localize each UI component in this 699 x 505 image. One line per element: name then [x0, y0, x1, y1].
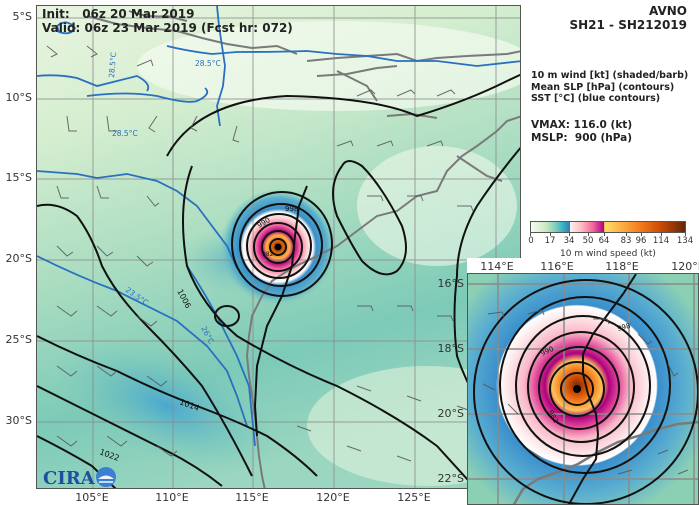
slp-label-982: 982	[262, 251, 274, 258]
storm-id: SH21 - SH212019	[569, 18, 687, 32]
inset-lat-label-20s: 20°S	[437, 407, 464, 420]
inset-lon-label-118e: 118°E	[605, 260, 639, 273]
colorbar-tickmark	[588, 233, 589, 236]
legend-wind: 10 m wind [kt] (shaded/barb)	[531, 70, 689, 81]
lon-label-110e: 110°E	[155, 491, 189, 504]
colorbar-tick-17: 17	[544, 236, 556, 246]
colorbar-tick-64: 64	[598, 236, 610, 246]
valid-time: Valid: 06z 23 Mar 2019 (Fcst hr: 072)	[42, 21, 293, 35]
inset-lat-label-16s: 16°S	[437, 277, 464, 290]
sst-label-28-5a: 28.5°C	[195, 59, 221, 68]
inset-lat-label-22s: 22°S	[437, 472, 464, 485]
colorbar-tickmark	[626, 233, 627, 236]
lon-label-120e: 120°E	[316, 491, 350, 504]
colorbar-tick-0: 0	[528, 236, 534, 246]
inset-lon-label-120e: 120°E	[671, 260, 699, 273]
inset-zoom-map[interactable]: 998 990 982	[467, 273, 699, 505]
sst-label-28-5b: 28.5°C	[107, 52, 118, 78]
colorbar-tickmark	[685, 233, 686, 236]
colorbar-tickmark	[569, 233, 570, 236]
lat-label-20s: 20°S	[5, 252, 32, 265]
colorbar-tickmark	[530, 233, 531, 236]
field-legend: 10 m wind [kt] (shaded/barb) Mean SLP [h…	[531, 70, 688, 105]
model-header: AVNO SH21 - SH212019	[569, 4, 687, 32]
wind-speed-colorbar	[530, 221, 686, 233]
init-time: Init: 06z 20 Mar 2019	[42, 7, 195, 21]
slp-label-998: 998	[285, 205, 298, 213]
lon-label-105e: 105°E	[75, 491, 109, 504]
inset-label-strip	[467, 258, 699, 273]
colorbar-tick-134: 134	[676, 236, 694, 246]
colorbar-tick-114: 114	[652, 236, 670, 246]
inset-lon-label-116e: 116°E	[540, 260, 574, 273]
inset-slp-label-998: 998	[616, 322, 631, 333]
colorbar-tickmark	[604, 233, 605, 236]
model-name: AVNO	[648, 4, 687, 18]
sst-label-28-5c: 28.5°C	[112, 129, 138, 138]
inset-map-canvas: 998 990 982	[468, 274, 698, 504]
lon-label-115e: 115°E	[235, 491, 269, 504]
storm-stats: VMAX: 116.0 (kt) MSLP: 900 (hPa)	[531, 119, 632, 145]
mslp-value: MSLP: 900 (hPa)	[531, 132, 633, 144]
lat-label-25s: 25°S	[5, 333, 32, 346]
colorbar-tickmark	[550, 233, 551, 236]
colorbar-tick-34: 34	[563, 236, 575, 246]
legend-slp: Mean SLP [hPa] (contours)	[531, 81, 675, 93]
lat-label-10s: 10°S	[5, 91, 32, 104]
colorbar-tick-83: 83	[620, 236, 632, 246]
colorbar-title: 10 m wind speed (kt)	[560, 249, 656, 259]
lat-label-30s: 30°S	[5, 414, 32, 427]
cira-logo-text: CIRA	[43, 468, 96, 488]
inset-lat-label-18s: 18°S	[437, 342, 464, 355]
colorbar-tick-50: 50	[582, 236, 594, 246]
colorbar-tickmark	[661, 233, 662, 236]
lon-label-125e: 125°E	[397, 491, 431, 504]
cira-logo: CIRA	[42, 466, 118, 492]
lat-label-15s: 15°S	[5, 171, 32, 184]
vmax-value: VMAX: 116.0 (kt)	[531, 119, 633, 131]
title-block: Init: 06z 20 Mar 2019 Valid: 06z 23 Mar …	[42, 7, 293, 35]
colorbar-tickmark	[641, 233, 642, 236]
inset-lon-label-114e: 114°E	[480, 260, 514, 273]
lat-label-5s: 5°S	[12, 10, 32, 23]
colorbar-tick-96: 96	[635, 236, 647, 246]
legend-sst: SST [°C] (blue contours)	[531, 93, 661, 104]
